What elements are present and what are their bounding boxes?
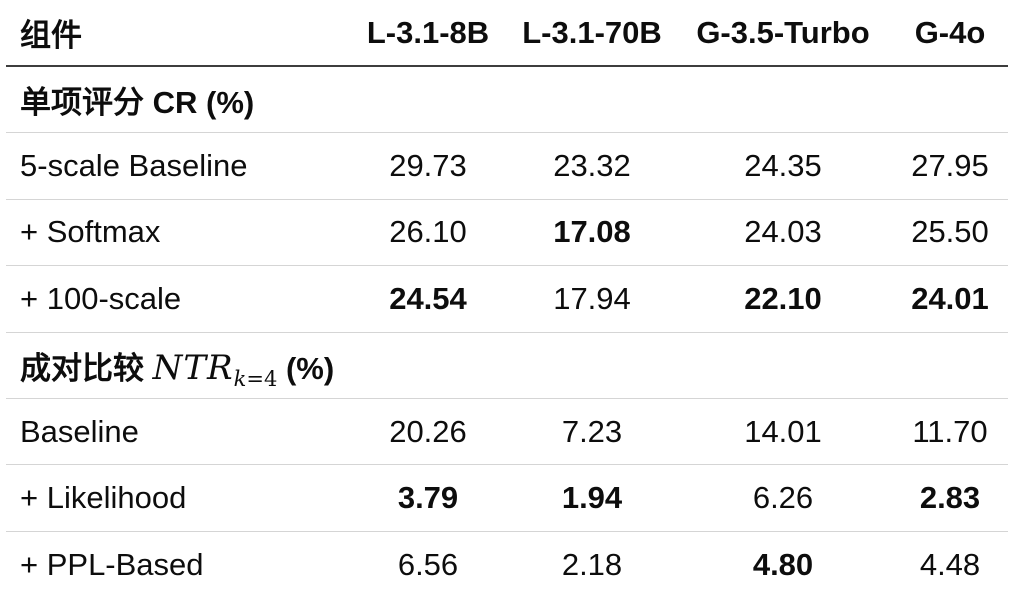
column-header-g4o: G-4o (892, 0, 1008, 67)
row-label: Baseline (6, 398, 346, 466)
section-title-text: 成对比较 (20, 350, 153, 386)
column-header-component: 组件 (6, 0, 346, 67)
value-cell: 22.10 (674, 265, 892, 333)
math-subscript-k: k (233, 366, 247, 391)
value-cell: 29.73 (346, 132, 510, 200)
section-header-single-rating-cr: 单项评分 CR (%) (6, 66, 1008, 134)
value-cell: 2.83 (892, 464, 1008, 532)
row-label: + PPL-Based (20, 546, 204, 582)
table-row: + PPL-Based 6.56 2.18 4.80 4.48 (6, 531, 1008, 598)
row-label: + Softmax (6, 199, 346, 267)
value-cell: 4.80 (752, 546, 814, 582)
value-cell: 26.10 (346, 199, 510, 267)
row-label: 5-scale Baseline (6, 132, 346, 200)
column-header-l31-70b: L-3.1-70B (510, 0, 674, 67)
table-row: + 100-scale 24.54 17.94 22.10 24.01 (6, 265, 1008, 333)
value-cell: 2.18 (561, 546, 623, 582)
math-subscript-eq4: =4 (246, 366, 278, 391)
value-cell: 20.26 (346, 398, 510, 466)
value-cell: 3.79 (346, 464, 510, 532)
row-label: + Likelihood (6, 464, 346, 532)
value-cell: 23.32 (510, 132, 674, 200)
table-row: Baseline 20.26 7.23 14.01 11.70 (6, 398, 1008, 466)
value-cell: 6.56 (397, 546, 459, 582)
value-cell: 24.03 (674, 199, 892, 267)
value-cell: 1.94 (510, 464, 674, 532)
value-cell: 7.23 (510, 398, 674, 466)
value-cell: 25.50 (892, 199, 1008, 267)
section-title-suffix: (%) (277, 350, 335, 386)
value-cell: 11.70 (892, 398, 1008, 466)
column-header-row: 组件 L-3.1-8B L-3.1-70B G-3.5-Turbo G-4o (6, 0, 1008, 67)
table-row: + Likelihood 3.79 1.94 6.26 2.83 (6, 464, 1008, 532)
value-cell: 17.94 (510, 265, 674, 333)
table-row: + Softmax 26.10 17.08 24.03 25.50 (6, 199, 1008, 267)
value-cell: 4.48 (919, 546, 981, 582)
table-row: 5-scale Baseline 29.73 23.32 24.35 27.95 (6, 132, 1008, 200)
value-cell: 14.01 (674, 398, 892, 466)
section-title-text: 单项评分 CR (%) (20, 85, 255, 121)
value-cell: 6.26 (674, 464, 892, 532)
results-table: 组件 L-3.1-8B L-3.1-70B G-3.5-Turbo G-4o 单… (6, 0, 1008, 598)
value-cell: 24.35 (674, 132, 892, 200)
value-cell: 27.95 (892, 132, 1008, 200)
section-header-pairwise-ntr: 成对比较 NTRk=4 (%) (6, 332, 1008, 399)
value-cell: 17.08 (510, 199, 674, 267)
column-header-l31-8b: L-3.1-8B (346, 0, 510, 67)
value-cell: 24.54 (346, 265, 510, 333)
row-label: + 100-scale (6, 265, 346, 333)
value-cell: 24.01 (892, 265, 1008, 333)
column-header-g35-turbo: G-3.5-Turbo (674, 0, 892, 67)
math-symbol-ntr: NTR (152, 347, 234, 388)
